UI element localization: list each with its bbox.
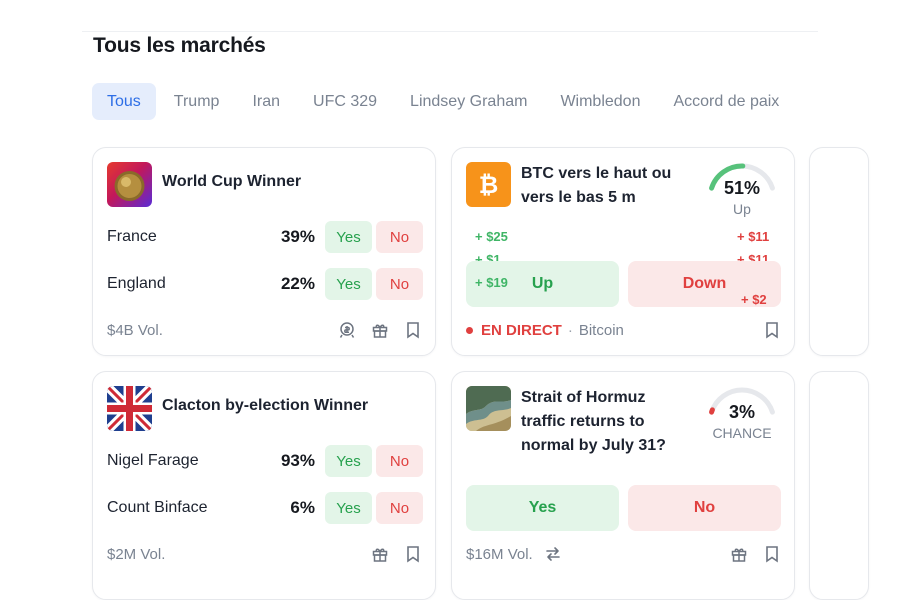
yes-button[interactable]: Yes: [325, 492, 372, 524]
filter-tab-lindsey-graham[interactable]: Lindsey Graham: [410, 93, 528, 110]
no-button[interactable]: No: [376, 221, 423, 253]
bookmark-icon[interactable]: [762, 544, 782, 564]
filter-tab-trump[interactable]: Trump: [173, 93, 220, 110]
gauge-fill: [709, 163, 746, 191]
trophy-icon: [107, 162, 152, 207]
gauge-fill: [709, 407, 715, 415]
outcome-row: Count Binface 6% Yes No: [107, 492, 423, 524]
rewards-icon[interactable]: [337, 320, 357, 340]
no-button[interactable]: No: [376, 492, 423, 524]
yes-button[interactable]: Yes: [325, 445, 372, 477]
outcome-percent: 93%: [280, 451, 315, 470]
category-link[interactable]: Bitcoin: [578, 321, 624, 339]
filter-tab-iran[interactable]: Iran: [252, 93, 281, 110]
volume-label: $16M Vol.: [466, 545, 533, 563]
activity-amount: + $19: [475, 275, 508, 290]
card-title-line: BTC vers le haut ou: [521, 165, 672, 182]
map-icon: [466, 386, 511, 431]
no-button[interactable]: No: [376, 445, 423, 477]
outcome-name: France: [107, 228, 157, 245]
card-footer: $16M Vol.: [466, 543, 782, 565]
gift-icon[interactable]: [370, 320, 390, 340]
outcome-percent: 22%: [280, 274, 315, 293]
filter-bar: Tous Trump Iran UFC 329 Lindsey Graham Wimble…: [92, 83, 818, 120]
yes-button[interactable]: Yes: [466, 485, 619, 531]
card-header: ₿ BTC vers le haut ou vers le bas 5 m: [466, 162, 671, 210]
no-button[interactable]: No: [376, 268, 423, 300]
outcome-name: Nigel Farage: [107, 452, 199, 469]
card-title[interactable]: BTC vers le haut ou vers le bas 5 m: [521, 162, 671, 210]
card-footer: $4B Vol.: [107, 319, 423, 341]
gift-icon[interactable]: [370, 544, 390, 564]
outcome-row: France 39% Yes No: [107, 221, 423, 253]
repeat-icon[interactable]: [543, 544, 563, 564]
bookmark-icon[interactable]: [762, 320, 782, 340]
market-card-clacton[interactable]: Clacton by-election Winner Nigel Farage …: [92, 371, 436, 600]
yes-button[interactable]: Yes: [325, 221, 372, 253]
down-button[interactable]: Down: [628, 261, 781, 307]
no-button[interactable]: No: [628, 485, 781, 531]
market-card-world-cup[interactable]: World Cup Winner France 39% Yes No Engla…: [92, 147, 436, 356]
card-header: Clacton by-election Winner: [107, 386, 368, 431]
activity-amount: + $11: [737, 229, 770, 244]
volume-label: $4B Vol.: [107, 321, 163, 339]
bookmark-icon[interactable]: [403, 544, 423, 564]
card-footer: EN DIRECT · Bitcoin: [466, 319, 782, 341]
yes-button[interactable]: Yes: [325, 268, 372, 300]
filter-tab-ufc-329[interactable]: UFC 329: [313, 93, 378, 110]
bookmark-icon[interactable]: [403, 320, 423, 340]
bitcoin-icon: ₿: [466, 162, 511, 207]
live-dot-icon: [466, 326, 473, 334]
separator: ·: [567, 321, 573, 339]
gauge-label: CHANCE: [712, 425, 772, 441]
gauge-track: [709, 387, 775, 415]
card-title-line: traffic returns to: [521, 413, 645, 430]
top-divider: [82, 31, 818, 32]
outcome-percent: 6%: [290, 498, 315, 517]
market-card-partial[interactable]: [809, 147, 869, 356]
card-title-line: vers le bas 5 m: [521, 189, 636, 206]
outcome-name: England: [107, 275, 166, 292]
gauge-value: 3%: [728, 402, 755, 422]
outcome-row: Nigel Farage 93% Yes No: [107, 445, 423, 477]
union-jack-icon: [107, 386, 152, 431]
card-title[interactable]: Clacton by-election Winner: [162, 397, 369, 414]
outcome-row: England 22% Yes No: [107, 268, 423, 300]
probability-gauge: 51% Up: [704, 158, 780, 218]
filter-tab-tous[interactable]: Tous: [92, 83, 156, 120]
gift-icon[interactable]: [729, 544, 749, 564]
filter-tab-wimbledon[interactable]: Wimbledon: [560, 93, 641, 110]
up-button[interactable]: Up: [466, 261, 619, 307]
card-footer: $2M Vol.: [107, 543, 423, 565]
card-title-line: normal by July 31?: [521, 437, 666, 454]
card-header: World Cup Winner: [107, 162, 301, 207]
svg-text:₿: ₿: [479, 171, 499, 199]
probability-gauge: 3% CHANCE: [704, 382, 780, 442]
activity-amount: + $2: [741, 292, 767, 307]
market-card-hormuz[interactable]: Strait of Hormuz traffic returns to norm…: [451, 371, 795, 600]
gauge-label: Up: [733, 201, 751, 217]
live-label: EN DIRECT: [481, 321, 562, 339]
market-card-btc[interactable]: ₿ BTC vers le haut ou vers le bas 5 m 51…: [451, 147, 795, 356]
page-title: Tous les marchés: [93, 34, 266, 57]
card-title[interactable]: Strait of Hormuz traffic returns to norm…: [521, 386, 666, 458]
activity-amount: + $25: [475, 229, 508, 244]
volume-label: $2M Vol.: [107, 545, 166, 563]
market-card-partial[interactable]: [809, 371, 869, 600]
card-title[interactable]: World Cup Winner: [162, 173, 302, 190]
live-indicator: EN DIRECT: [466, 322, 562, 339]
outcome-name: Count Binface: [107, 499, 208, 516]
card-title-line: Strait of Hormuz: [521, 389, 646, 406]
outcome-percent: 39%: [280, 227, 315, 246]
filter-tab-accord-de-paix[interactable]: Accord de paix: [673, 93, 780, 110]
card-header: Strait of Hormuz traffic returns to norm…: [466, 386, 666, 458]
gauge-value: 51%: [723, 178, 761, 198]
